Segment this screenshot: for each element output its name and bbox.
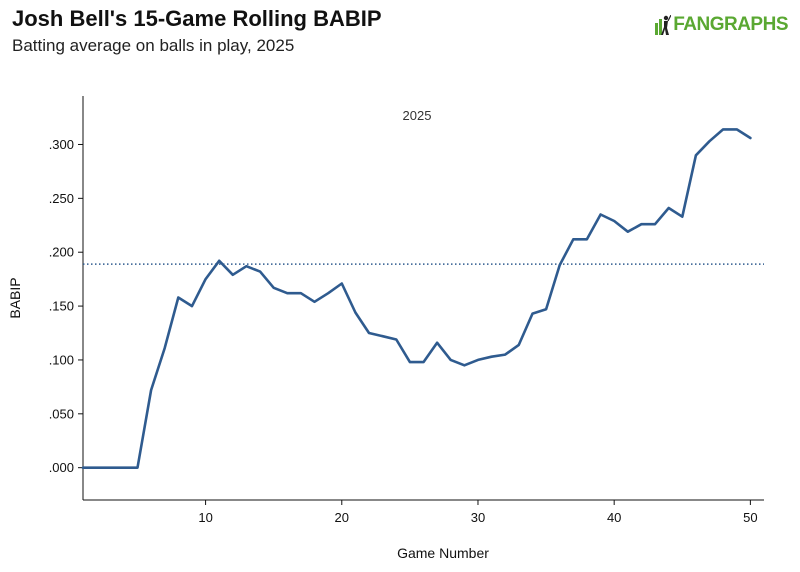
season-annotation: 2025	[403, 108, 432, 123]
y-axis-label: BABIP	[7, 277, 23, 318]
data-point	[408, 360, 412, 364]
x-tick-label: 50	[743, 510, 757, 525]
data-point	[176, 296, 180, 300]
data-point	[163, 346, 167, 350]
data-point	[639, 222, 643, 226]
data-point	[340, 282, 344, 286]
data-point	[735, 127, 739, 131]
data-point	[503, 353, 507, 357]
data-point	[476, 358, 480, 362]
x-tick-label: 30	[471, 510, 485, 525]
data-point	[217, 259, 221, 263]
data-point	[490, 355, 494, 359]
data-point	[367, 331, 371, 335]
data-point	[394, 338, 398, 342]
fangraphs-batter-icon	[655, 15, 672, 35]
data-point	[667, 206, 671, 210]
data-point	[517, 343, 521, 347]
plot-area	[81, 127, 764, 470]
babip-series-line	[81, 128, 752, 470]
data-point	[81, 466, 85, 470]
data-point	[326, 291, 330, 295]
y-tick-label: .300	[49, 137, 74, 152]
data-point	[108, 466, 112, 470]
x-axis: 10 20 30 40 50	[83, 499, 764, 525]
data-point	[422, 360, 426, 364]
data-point	[272, 286, 276, 290]
data-point	[680, 215, 684, 219]
data-point	[721, 127, 725, 131]
chart-title: Josh Bell's 15-Game Rolling BABIP	[12, 6, 382, 31]
data-point	[449, 358, 453, 362]
x-axis-label: Game Number	[397, 545, 489, 561]
data-point	[571, 237, 575, 241]
x-tick-label: 20	[335, 510, 349, 525]
fangraphs-logo: FANGRAPHS	[655, 14, 788, 36]
y-tick-label: .200	[49, 245, 74, 260]
y-tick-label: .150	[49, 299, 74, 314]
data-point	[190, 304, 194, 308]
x-tick-label: 40	[607, 510, 621, 525]
data-point	[299, 291, 303, 295]
y-axis: .000 .050 .100 .150 .200 .250 .300	[49, 96, 84, 500]
data-point	[95, 466, 99, 470]
data-point	[231, 273, 235, 277]
data-point	[204, 277, 208, 281]
data-point	[585, 237, 589, 241]
data-point	[258, 270, 262, 274]
data-point	[694, 153, 698, 157]
data-point	[462, 363, 466, 367]
data-point	[149, 388, 153, 392]
chart-subtitle: Batting average on balls in play, 2025	[12, 36, 295, 55]
x-tick-label: 10	[198, 510, 212, 525]
data-point	[435, 341, 439, 345]
data-point	[748, 136, 752, 140]
logo-text: FANGRAPHS	[673, 14, 788, 35]
data-point	[285, 291, 289, 295]
data-point	[136, 466, 140, 470]
y-tick-label: .000	[49, 460, 74, 475]
data-point	[708, 139, 712, 143]
data-point	[544, 307, 548, 311]
data-point	[653, 222, 657, 226]
data-point	[313, 300, 317, 304]
y-tick-label: .050	[49, 406, 74, 421]
data-point	[612, 219, 616, 223]
y-tick-label: .100	[49, 352, 74, 367]
data-point	[353, 311, 357, 315]
data-point	[531, 312, 535, 316]
y-tick-label: .250	[49, 191, 74, 206]
data-point	[244, 264, 248, 268]
data-point	[381, 334, 385, 338]
data-point	[626, 230, 630, 234]
data-point	[558, 263, 562, 267]
data-point	[122, 466, 126, 470]
data-point	[599, 213, 603, 217]
